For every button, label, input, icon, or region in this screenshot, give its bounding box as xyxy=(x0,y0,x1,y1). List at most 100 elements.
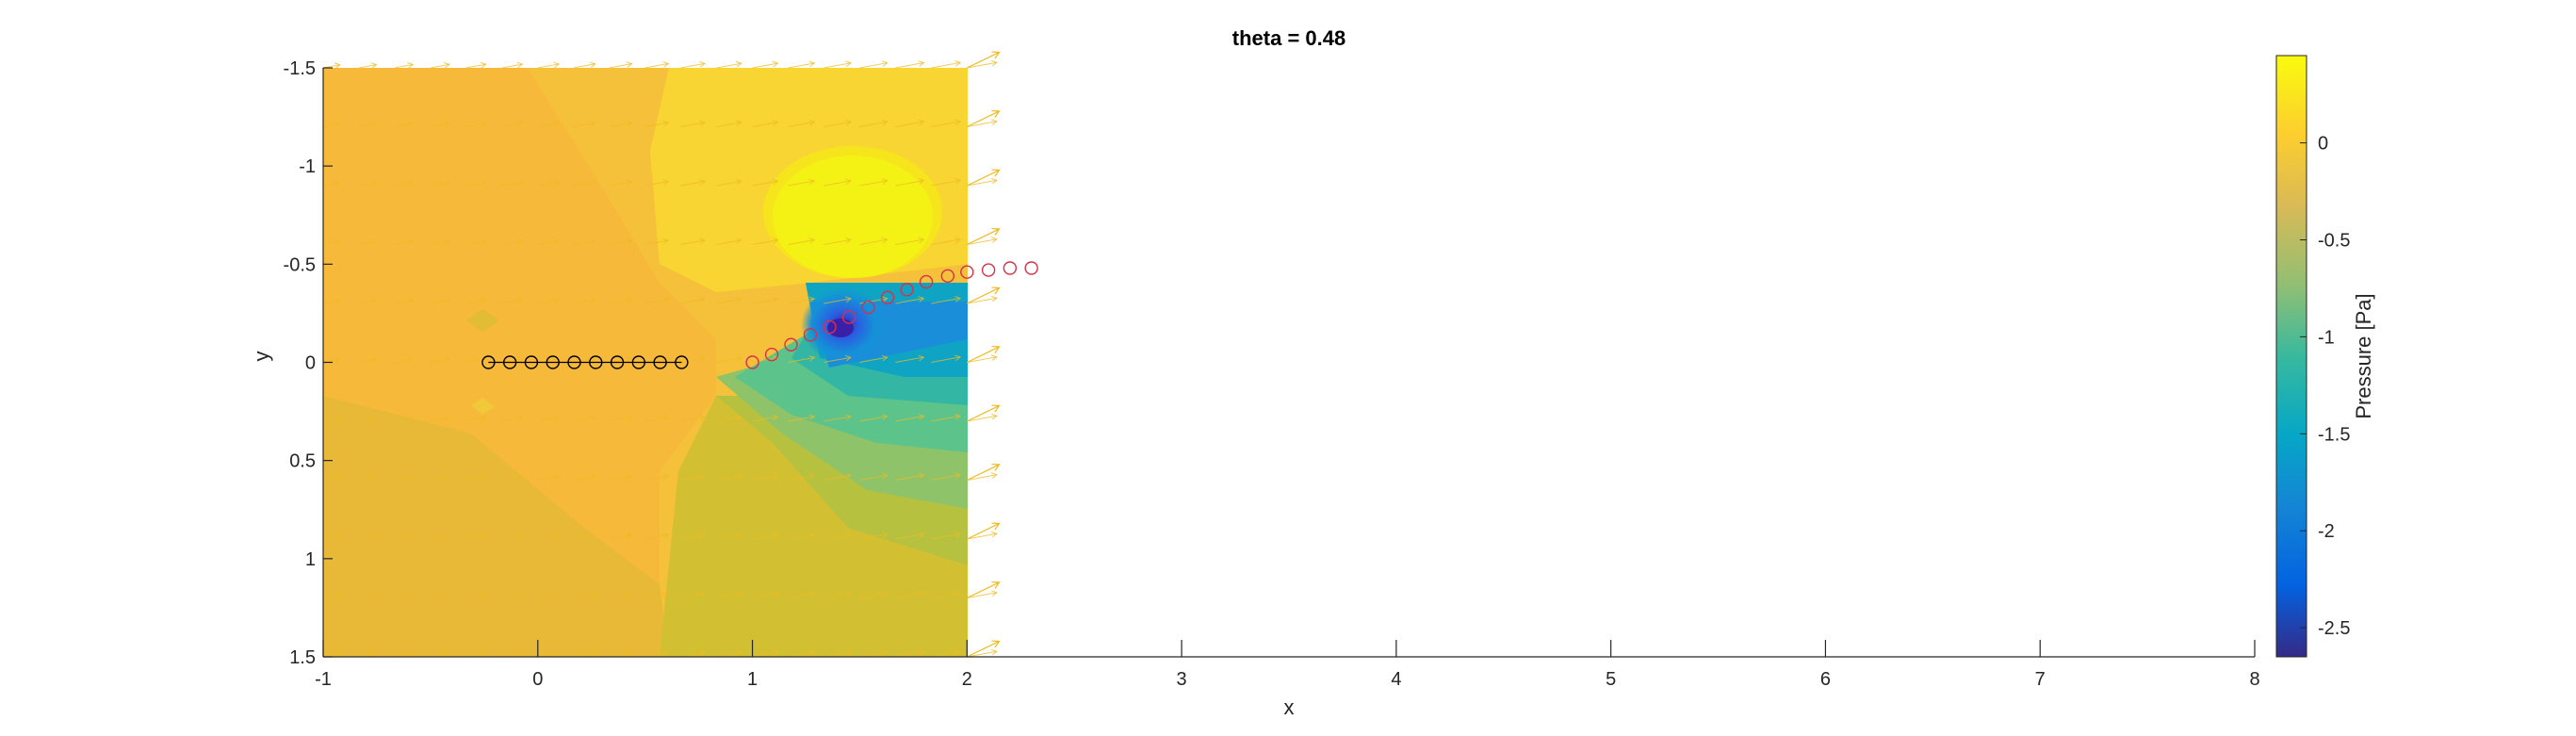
quiver-arrowhead xyxy=(772,591,779,597)
quiver-arrow xyxy=(967,415,997,422)
quiver-arrow xyxy=(788,356,815,363)
quiver-arrowhead xyxy=(699,532,707,539)
quiver-arrowhead xyxy=(334,180,341,187)
y-tick-label: 1.5 xyxy=(289,647,316,668)
colorbar-tick-label: 0 xyxy=(2318,134,2328,155)
quiver-arrow xyxy=(752,416,778,422)
quiver-arrowhead xyxy=(918,532,925,538)
quiver-arrow xyxy=(537,239,560,245)
quiver-arrow xyxy=(859,651,888,658)
quiver-arrow xyxy=(859,356,888,363)
x-tick-label: 2 xyxy=(962,669,972,690)
quiver-arrowhead xyxy=(990,295,998,303)
black-marker xyxy=(610,355,625,369)
quiver-arrowhead xyxy=(772,120,779,126)
quiver-arrow xyxy=(358,182,377,187)
quiver-arrow xyxy=(644,417,669,422)
quiver-arrow xyxy=(394,123,414,127)
quiver-arrowhead xyxy=(990,59,998,67)
quiver-arrow xyxy=(967,532,997,540)
quiver-arrowhead xyxy=(626,61,633,68)
quiver-arrow xyxy=(465,240,486,245)
quiver-arrowhead xyxy=(772,473,779,480)
red-marker xyxy=(764,347,779,362)
quiver-arrowhead xyxy=(516,415,524,422)
quiver-arrowhead xyxy=(334,592,341,599)
red-marker xyxy=(1024,261,1038,275)
quiver-arrowhead xyxy=(845,119,852,126)
quiver-arrowhead xyxy=(334,533,341,540)
quiver-arrowhead xyxy=(881,119,889,126)
quiver-arrow xyxy=(967,346,1000,364)
quiver-arrow xyxy=(609,593,632,598)
quiver-arrowhead xyxy=(735,649,742,657)
quiver-arrow xyxy=(823,474,851,481)
quiver-arrowhead xyxy=(370,180,378,187)
quiver-arrowhead xyxy=(407,356,415,364)
quiver-arrow xyxy=(931,592,961,598)
quiver-arrow xyxy=(537,357,560,363)
quiver-arrowhead xyxy=(699,120,707,127)
quiver-arrowhead xyxy=(370,238,378,246)
quiver-arrowhead xyxy=(553,474,561,481)
quiver-arrow xyxy=(967,169,1000,187)
colorbar-tick-label: -2.5 xyxy=(2318,618,2350,639)
quiver-arrowhead xyxy=(990,177,998,185)
quiver-arrow xyxy=(501,534,523,540)
quiver-arrowhead xyxy=(991,345,1001,353)
quiver-arrowhead xyxy=(845,60,852,67)
quiver-arrow xyxy=(430,63,449,69)
quiver-arrow xyxy=(573,534,595,540)
quiver-arrow xyxy=(859,474,888,481)
quiver-arrowhead xyxy=(444,238,450,246)
black-marker xyxy=(675,355,689,369)
quiver-arrow xyxy=(895,298,924,304)
quiver-arrow xyxy=(573,122,595,127)
quiver-arrowhead xyxy=(990,237,998,243)
quiver-arrowhead xyxy=(735,178,742,186)
black-marker xyxy=(481,355,496,369)
quiver-arrowhead xyxy=(918,296,925,303)
quiver-arrow xyxy=(501,299,523,304)
quiver-arrowhead xyxy=(735,296,742,303)
quiver-arrowhead xyxy=(918,414,925,420)
quiver-arrow xyxy=(716,239,742,245)
quiver-arrow xyxy=(967,464,1000,482)
quiver-arrowhead xyxy=(954,60,962,67)
quiver-arrowhead xyxy=(553,415,561,422)
quiver-arrow xyxy=(680,416,706,422)
quiver-arrowhead xyxy=(954,414,962,420)
quiver-arrowhead xyxy=(370,298,378,304)
x-tick-label: 8 xyxy=(2249,669,2259,690)
quiver-arrow xyxy=(859,533,888,540)
quiver-arrowhead xyxy=(516,532,524,540)
quiver-arrowhead xyxy=(334,356,341,364)
quiver-arrow xyxy=(394,535,414,540)
axes: -1 0 1 2 3 4 5 6 7 8 -1.5 -1 -0.5 0 0.5 1 1.5 xyxy=(284,58,2260,690)
quiver-arrowhead xyxy=(699,650,707,657)
quiver-arrow xyxy=(465,63,486,69)
quiver-arrowhead xyxy=(735,591,742,597)
quiver-arrowhead xyxy=(990,413,998,420)
quiver-arrow xyxy=(967,51,1000,69)
quiver-arrowhead xyxy=(370,356,378,364)
quiver-arrowhead xyxy=(699,473,707,481)
quiver-arrowhead xyxy=(808,414,816,421)
x-tick-label: 1 xyxy=(747,669,758,690)
x-tick-label: 0 xyxy=(532,669,543,690)
black-marker xyxy=(631,355,646,369)
quiver-arrowhead xyxy=(553,121,561,127)
quiver-arrowhead xyxy=(954,237,962,244)
quiver-arrow xyxy=(752,180,778,187)
quiver-arrowhead xyxy=(954,354,962,362)
quiver-arrow xyxy=(680,62,706,69)
quiver-arrow xyxy=(501,594,523,598)
quiver-arrowhead xyxy=(881,532,889,538)
quiver-arrowhead xyxy=(407,298,415,304)
quiver-arrowhead xyxy=(990,354,998,361)
quiver-arrow xyxy=(823,62,851,69)
quiver-arrow xyxy=(573,181,595,187)
quiver-arrowhead xyxy=(918,472,925,480)
quiver-arrow xyxy=(752,593,778,598)
quiver-arrow xyxy=(394,300,414,304)
